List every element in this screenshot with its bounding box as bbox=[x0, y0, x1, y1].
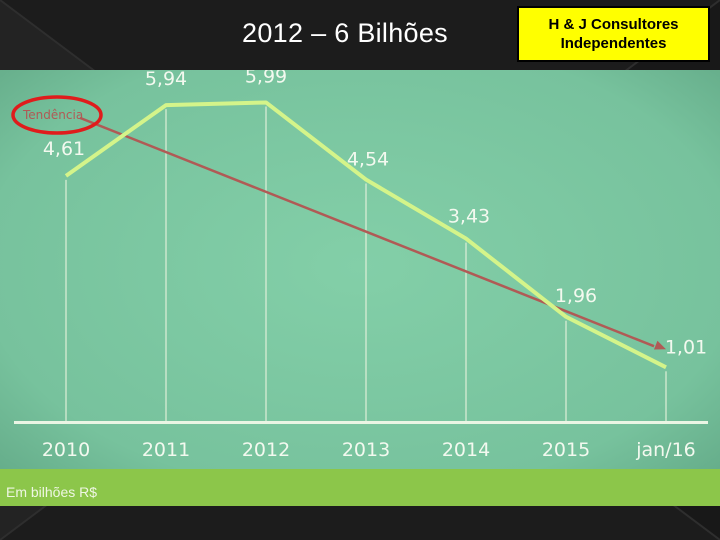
data-label: 1,96 bbox=[555, 285, 597, 307]
logo-box: H & J Consultores Independentes bbox=[517, 6, 710, 62]
bottom-band bbox=[0, 469, 720, 506]
x-tick-label: 2012 bbox=[242, 439, 290, 461]
data-label: 5,99 bbox=[245, 70, 287, 87]
logo-line-2: Independentes bbox=[560, 35, 667, 52]
x-tick-label: jan/16 bbox=[635, 439, 696, 461]
chart-photo: 2010 2011 2012 2013 2014 2015 jan/16 Em bilhõe… bbox=[0, 70, 720, 506]
trend-line bbox=[79, 116, 655, 348]
trend-layer bbox=[79, 116, 666, 350]
chart-background bbox=[0, 70, 720, 506]
data-label: 3,43 bbox=[448, 206, 490, 228]
x-tick-label: 2015 bbox=[542, 439, 590, 461]
x-axis-line bbox=[14, 421, 708, 424]
data-label: 5,94 bbox=[145, 70, 187, 90]
grid-lines bbox=[65, 106, 667, 421]
slide-title: 2012 – 6 Bilhões bbox=[242, 18, 448, 48]
trend-arrowhead bbox=[654, 340, 666, 350]
series-line bbox=[64, 100, 667, 370]
series-layer bbox=[64, 100, 667, 370]
chart-annotation: Em bilhões R$ bbox=[6, 484, 97, 500]
trend-legend-label: Tendência bbox=[22, 108, 83, 122]
logo-line-1: H & J Consultores bbox=[548, 16, 679, 33]
data-label: 1,01 bbox=[665, 336, 707, 358]
data-label: 4,54 bbox=[347, 149, 389, 171]
data-labels: 4,61 5,94 5,99 4,54 3,43 1,96 1,01 bbox=[43, 70, 707, 358]
data-label: 4,61 bbox=[43, 138, 85, 160]
x-tick-label: 2011 bbox=[142, 439, 190, 461]
trend-highlight-circle bbox=[11, 95, 103, 135]
x-axis-ticks: 2010 2011 2012 2013 2014 2015 jan/16 bbox=[42, 439, 696, 461]
trend-legend: Tendência bbox=[11, 95, 103, 135]
x-tick-label: 2014 bbox=[442, 439, 490, 461]
x-tick-label: 2010 bbox=[42, 439, 90, 461]
x-tick-label: 2013 bbox=[342, 439, 390, 461]
